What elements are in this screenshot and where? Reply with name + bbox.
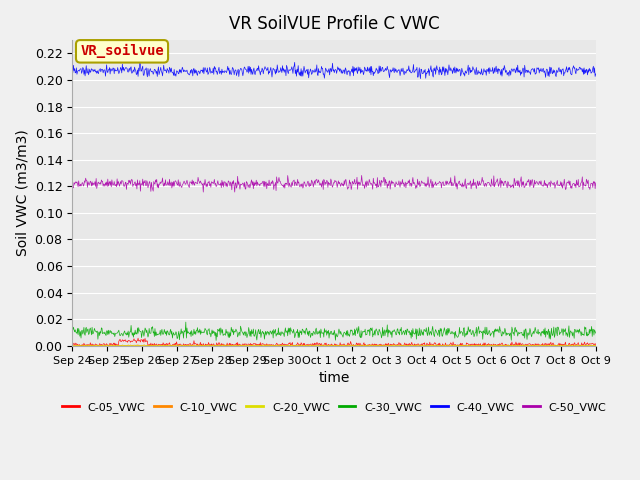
C-10_VWC: [205, 342, 213, 348]
C-20_VWC: [70, 343, 78, 348]
C-05_VWC: [134, 335, 142, 341]
C-30_VWC: [592, 330, 600, 336]
C-20_VWC: [206, 343, 214, 348]
Line: C-20_VWC: C-20_VWC: [72, 345, 596, 346]
C-10_VWC: [126, 342, 134, 348]
Line: C-50_VWC: C-50_VWC: [72, 175, 596, 192]
C-05_VWC: [68, 341, 76, 347]
C-40_VWC: [522, 67, 529, 73]
C-40_VWC: [464, 67, 472, 72]
C-30_VWC: [68, 329, 76, 335]
C-10_VWC: [83, 343, 91, 348]
C-40_VWC: [592, 71, 600, 77]
C-10_VWC: [484, 342, 492, 348]
Title: VR SoilVUE Profile C VWC: VR SoilVUE Profile C VWC: [229, 15, 440, 33]
C-50_VWC: [125, 180, 133, 185]
C-40_VWC: [125, 65, 133, 71]
Line: C-05_VWC: C-05_VWC: [72, 338, 596, 346]
C-20_VWC: [442, 343, 450, 348]
C-50_VWC: [205, 180, 212, 186]
Line: C-30_VWC: C-30_VWC: [72, 322, 596, 340]
C-20_VWC: [592, 343, 600, 348]
C-30_VWC: [522, 326, 529, 332]
C-40_VWC: [205, 69, 213, 74]
C-30_VWC: [293, 330, 301, 336]
C-05_VWC: [522, 342, 529, 348]
C-10_VWC: [522, 342, 529, 348]
Line: C-10_VWC: C-10_VWC: [72, 345, 596, 346]
C-40_VWC: [417, 76, 424, 82]
C-50_VWC: [464, 181, 472, 187]
C-05_VWC: [442, 342, 450, 348]
C-05_VWC: [206, 343, 214, 348]
C-50_VWC: [592, 180, 600, 186]
C-40_VWC: [136, 59, 143, 65]
C-10_VWC: [463, 343, 471, 348]
C-05_VWC: [293, 341, 301, 347]
C-30_VWC: [464, 332, 472, 337]
C-20_VWC: [522, 343, 529, 348]
Text: VR_soilvue: VR_soilvue: [80, 44, 164, 59]
C-10_VWC: [592, 343, 600, 348]
C-05_VWC: [464, 340, 472, 346]
C-50_VWC: [68, 183, 76, 189]
C-05_VWC: [126, 338, 134, 344]
Y-axis label: Soil VWC (m3/m3): Soil VWC (m3/m3): [15, 130, 29, 256]
C-30_VWC: [205, 326, 213, 332]
C-40_VWC: [442, 70, 450, 75]
Legend: C-05_VWC, C-10_VWC, C-20_VWC, C-30_VWC, C-40_VWC, C-50_VWC: C-05_VWC, C-10_VWC, C-20_VWC, C-30_VWC, …: [58, 397, 611, 417]
C-40_VWC: [292, 73, 300, 79]
C-30_VWC: [442, 332, 450, 338]
C-30_VWC: [125, 331, 133, 336]
C-10_VWC: [68, 342, 76, 348]
C-50_VWC: [522, 183, 529, 189]
Line: C-40_VWC: C-40_VWC: [72, 62, 596, 79]
C-20_VWC: [160, 342, 168, 348]
C-30_VWC: [182, 319, 189, 325]
C-20_VWC: [464, 343, 472, 348]
C-05_VWC: [76, 343, 84, 348]
C-50_VWC: [231, 189, 239, 195]
C-40_VWC: [68, 70, 76, 76]
C-20_VWC: [126, 343, 134, 348]
X-axis label: time: time: [319, 371, 350, 385]
C-50_VWC: [358, 172, 365, 178]
C-20_VWC: [293, 343, 301, 348]
C-50_VWC: [442, 178, 450, 184]
C-05_VWC: [592, 343, 600, 348]
C-50_VWC: [292, 182, 300, 188]
C-20_VWC: [68, 343, 76, 348]
C-10_VWC: [442, 342, 449, 348]
C-10_VWC: [292, 343, 300, 348]
C-30_VWC: [212, 337, 220, 343]
